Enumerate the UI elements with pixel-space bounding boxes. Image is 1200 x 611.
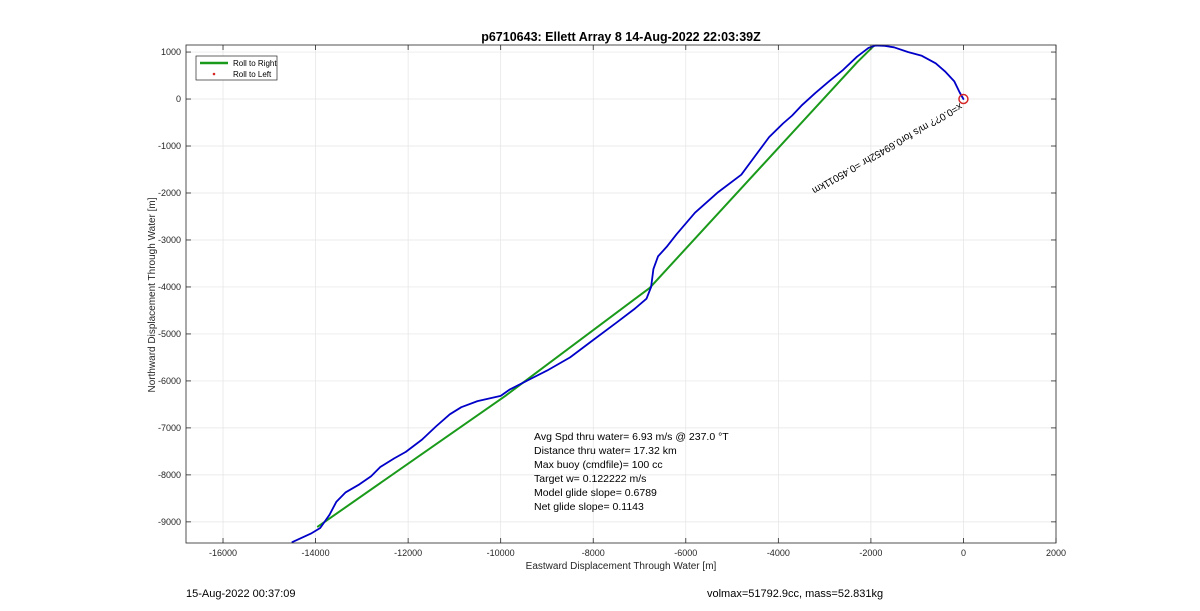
x-tick-label: -4000 [767,548,790,558]
series-roll-to-right [316,45,875,528]
y-tick-label: -2000 [158,188,181,198]
footer-timestamp: 15-Aug-2022 00:37:09 [186,588,296,600]
marker-layer [958,93,969,105]
y-tick-label: -1000 [158,141,181,151]
x-tick-label: -2000 [859,548,882,558]
stat-model-glide: Model glide slope= 0.6789 [534,487,657,499]
stat-avg-speed: Avg Spd thru water= 6.93 m/s @ 237.0 °T [534,431,729,443]
y-tick-label: -5000 [158,329,181,339]
x-axis-label: Eastward Displacement Through Water [m] [526,561,717,572]
plot-box [185,44,1057,544]
x-tick-label: -6000 [674,548,697,558]
stat-target-w: Target w= 0.122222 m/s [534,473,646,485]
y-tick-label: 0 [176,94,181,104]
x-tick-label: -12000 [394,548,422,558]
x-tick-label: 0 [961,548,966,558]
y-tick-label: -8000 [158,470,181,480]
stat-max-buoy: Max buoy (cmdfile)= 100 cc [534,459,663,471]
x-tick-label: -14000 [302,548,330,558]
legend-label-roll-right: Roll to Right [233,59,277,68]
stat-distance: Distance thru water= 17.32 km [534,445,677,457]
x-tick-label: -16000 [209,548,237,558]
y-tick-label: -6000 [158,376,181,386]
series-layer [291,44,965,543]
stat-net-glide: Net glide slope= 0.1143 [534,501,644,513]
legend-swatch-roll-left [212,72,216,76]
y-tick-label: -4000 [158,282,181,292]
x-tick-label: -10000 [487,548,515,558]
stats-annotation: Avg Spd thru water= 6.93 m/s @ 237.0 °T … [534,431,729,513]
legend-box [195,55,278,81]
legend-label-roll-left: Roll to Left [233,70,272,79]
y-tick-label: -3000 [158,235,181,245]
y-tick-label: 1000 [161,47,181,57]
x-tick-label: -8000 [582,548,605,558]
y-tick-label: -7000 [158,423,181,433]
legend: Roll to Right Roll to Left [195,55,278,81]
chart-title: p6710643: Ellett Array 8 14-Aug-2022 22:… [481,30,761,44]
footer-volmax-mass: volmax=51792.9cc, mass=52.831kg [707,588,884,600]
axis-ticks: -16000 -14000 -12000 -10000 -8000 -6000 -4000-… [158,45,1066,558]
plot-area [186,45,1056,543]
series-track [291,44,965,543]
current-position-marker [958,93,969,105]
y-tick-label: -9000 [158,517,181,527]
x-tick-label: 2000 [1046,548,1066,558]
y-axis-label: Northward Displacement Through Water [m] [147,197,158,392]
